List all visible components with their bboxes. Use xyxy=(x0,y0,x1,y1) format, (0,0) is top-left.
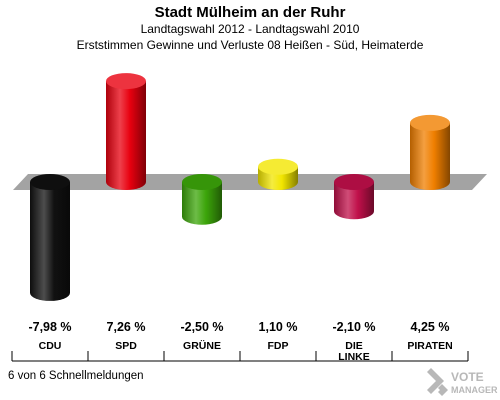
category-label: LINKE xyxy=(338,351,370,363)
value-label: -7,98 % xyxy=(28,320,71,334)
bar-fdp xyxy=(258,158,298,190)
svg-text:MANAGER: MANAGER xyxy=(451,385,498,395)
bar-grüne xyxy=(182,174,222,225)
chart-subtitle: Landtagswahl 2012 - Landtagswahl 2010 xyxy=(140,22,360,36)
bar-spd xyxy=(106,73,146,190)
value-label: -2,10 % xyxy=(332,320,375,334)
category-label: PIRATEN xyxy=(407,340,452,352)
category-label: CDU xyxy=(39,340,62,352)
category-label: SPD xyxy=(115,340,137,352)
status-text: 6 von 6 Schnellmeldungen xyxy=(8,370,144,382)
bar-die-linke xyxy=(334,174,374,220)
value-label: 7,26 % xyxy=(107,320,146,334)
value-label: -2,50 % xyxy=(180,320,223,334)
bar-piraten xyxy=(410,114,450,190)
value-label: 4,25 % xyxy=(411,320,450,334)
category-label: GRÜNE xyxy=(183,339,221,352)
votemanager-logo: VOTE MANAGER xyxy=(427,368,498,396)
chart-caption: Erststimmen Gewinne und Verluste 08 Heiß… xyxy=(76,38,424,52)
category-label: DIE xyxy=(345,340,363,352)
svg-text:VOTE: VOTE xyxy=(451,370,484,384)
chart-title: Stadt Mülheim an der Ruhr xyxy=(154,4,346,21)
bar-cdu xyxy=(30,174,70,301)
value-label: 1,10 % xyxy=(259,320,298,334)
category-label: FDP xyxy=(268,340,289,352)
